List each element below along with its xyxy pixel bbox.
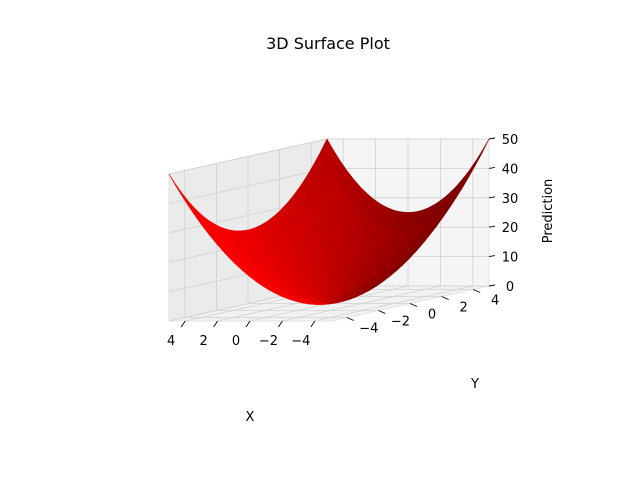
x-tick-mark	[310, 320, 316, 328]
z-tick-label: 40	[502, 162, 519, 177]
z-tick-label: 50	[502, 133, 519, 148]
y-tick-label: −4	[359, 322, 378, 337]
x-tick-label: −2	[259, 334, 278, 349]
z-tick-label: 30	[502, 192, 519, 207]
z-axis-label: Prediction	[541, 179, 556, 244]
y-axis-label: Y	[470, 377, 479, 392]
y-tick-label: 0	[428, 308, 436, 323]
z-tick-mark	[488, 137, 496, 140]
x-tick-mark	[213, 320, 218, 328]
y-tick-mark	[378, 310, 386, 314]
surface-mesh	[168, 138, 490, 305]
y-tick-mark	[409, 303, 418, 307]
x-tick-mark	[245, 320, 251, 328]
x-axis-label: X	[246, 410, 255, 425]
x-tick-mark	[180, 320, 186, 328]
x-tick-label: 0	[232, 334, 240, 349]
z-tick-label: 20	[502, 221, 519, 236]
x-tick-label: 2	[199, 334, 207, 349]
y-tick-label: −2	[391, 315, 410, 330]
x-tick-label: 4	[167, 334, 175, 349]
y-tick-mark	[441, 296, 449, 300]
grid-line-z-back	[168, 138, 328, 175]
x-tick-label: −4	[291, 334, 310, 349]
grid-line-z-back	[168, 168, 328, 204]
x-tick-mark	[278, 320, 283, 328]
z-tick-mark	[488, 196, 496, 199]
y-tick-label: 2	[459, 301, 467, 316]
y-tick-mark	[473, 289, 481, 293]
y-tick-label: 4	[491, 294, 499, 309]
y-tick-mark	[346, 317, 354, 321]
z-tick-mark	[488, 255, 496, 258]
surface-facet	[475, 138, 490, 165]
chart-title: 3D Surface Plot	[266, 34, 390, 53]
z-tick-mark	[488, 166, 496, 169]
z-tick-label: 0	[506, 280, 514, 295]
z-tick-mark	[488, 225, 496, 228]
z-tick-label: 10	[502, 251, 519, 266]
z-tick-mark	[488, 284, 496, 287]
